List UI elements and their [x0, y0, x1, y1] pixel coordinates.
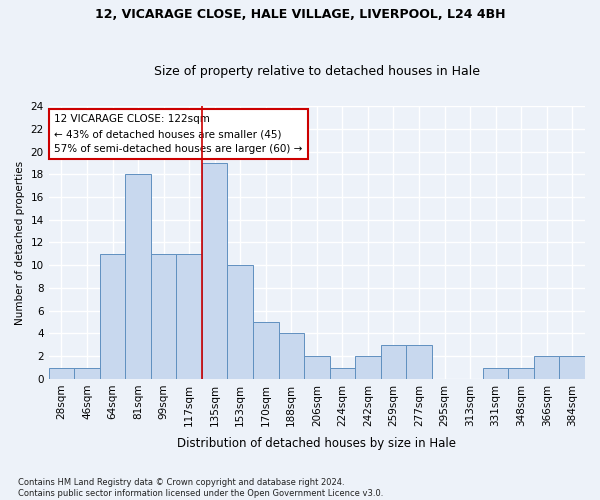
Bar — [125, 174, 151, 379]
Bar — [355, 356, 380, 379]
Bar — [380, 345, 406, 379]
Bar — [74, 368, 100, 379]
Bar — [100, 254, 125, 379]
Bar — [151, 254, 176, 379]
Bar — [329, 368, 355, 379]
Title: Size of property relative to detached houses in Hale: Size of property relative to detached ho… — [154, 66, 480, 78]
Bar — [278, 334, 304, 379]
Bar — [304, 356, 329, 379]
Bar — [559, 356, 585, 379]
Text: Contains HM Land Registry data © Crown copyright and database right 2024.
Contai: Contains HM Land Registry data © Crown c… — [18, 478, 383, 498]
Bar — [176, 254, 202, 379]
Text: 12, VICARAGE CLOSE, HALE VILLAGE, LIVERPOOL, L24 4BH: 12, VICARAGE CLOSE, HALE VILLAGE, LIVERP… — [95, 8, 505, 20]
Bar — [253, 322, 278, 379]
Bar — [202, 163, 227, 379]
Bar — [508, 368, 534, 379]
Bar — [227, 265, 253, 379]
Bar — [49, 368, 74, 379]
Y-axis label: Number of detached properties: Number of detached properties — [15, 160, 25, 324]
Bar — [534, 356, 559, 379]
X-axis label: Distribution of detached houses by size in Hale: Distribution of detached houses by size … — [178, 437, 457, 450]
Bar — [483, 368, 508, 379]
Bar — [406, 345, 432, 379]
Text: 12 VICARAGE CLOSE: 122sqm
← 43% of detached houses are smaller (45)
57% of semi-: 12 VICARAGE CLOSE: 122sqm ← 43% of detac… — [54, 114, 302, 154]
